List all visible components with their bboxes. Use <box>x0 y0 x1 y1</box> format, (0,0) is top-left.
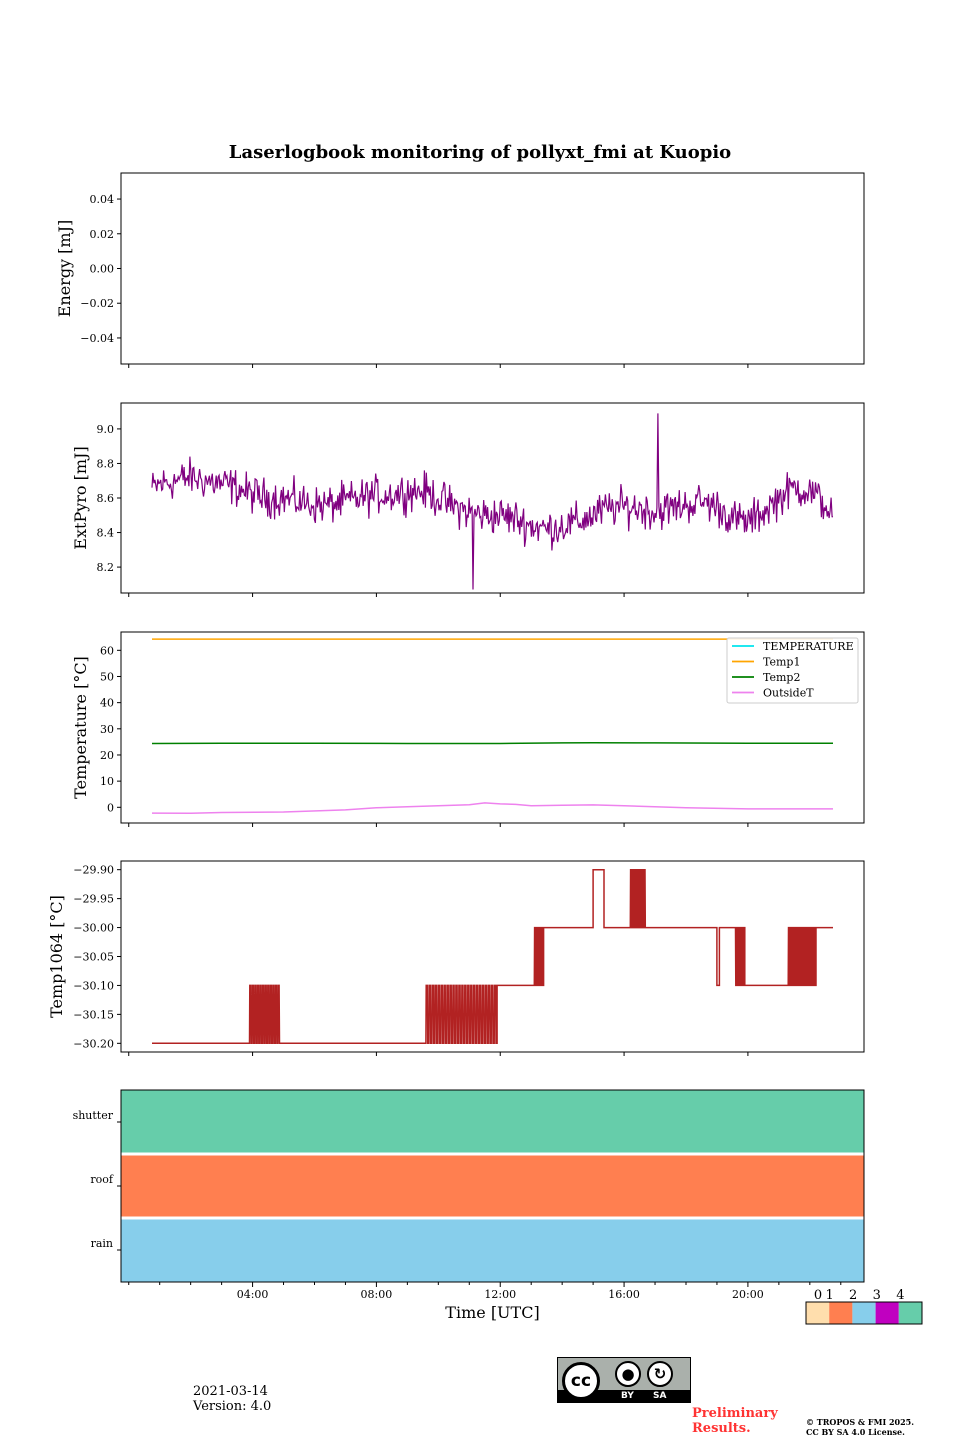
attribution-icon: ● <box>615 1361 641 1387</box>
y-tick-label: −30.00 <box>73 922 114 935</box>
y-axis-label: Temp1064 [°C] <box>47 895 66 1018</box>
plot-frame <box>120 402 865 594</box>
date-label: 2021-03-14 <box>193 1384 268 1399</box>
legend-label: Temp1 <box>763 656 800 669</box>
y-tick-label: 0.02 <box>90 228 115 241</box>
preliminary-note: Preliminary Results. <box>692 1406 778 1436</box>
colorbar-label: 2 <box>849 1288 857 1303</box>
x-tick-label: 08:00 <box>361 1288 393 1301</box>
temp1064-line <box>152 868 833 1045</box>
share-alike-icon: ↻ <box>647 1361 673 1387</box>
by-label: BY <box>621 1391 634 1401</box>
x-tick-label: 12:00 <box>484 1288 516 1301</box>
y-tick-label: 30 <box>100 723 114 736</box>
y-tick-label: 9.0 <box>97 423 115 436</box>
status-row-label: roof <box>90 1173 114 1186</box>
sa-label: SA <box>653 1391 667 1401</box>
y-tick-label: 60 <box>100 644 114 657</box>
plot-frame <box>120 1089 865 1283</box>
plot-frame <box>120 860 865 1053</box>
copyright-note: © TROPOS & FMI 2025. CC BY SA 4.0 Licens… <box>806 1417 915 1437</box>
status-row-shutter <box>121 1090 864 1154</box>
y-tick-label: 8.2 <box>97 561 115 574</box>
colorbar-cell <box>829 1302 853 1324</box>
y-tick-label: −30.20 <box>73 1037 114 1050</box>
temp2-line <box>151 741 833 745</box>
legend-box <box>726 637 859 704</box>
y-tick-label: 8.8 <box>97 457 115 470</box>
y-tick-label: 20 <box>100 749 114 762</box>
y-tick-label: 50 <box>100 670 114 683</box>
legend-label: Temp2 <box>763 671 800 684</box>
y-tick-label: 8.6 <box>97 492 115 505</box>
version-label: Version: 4.0 <box>193 1399 272 1414</box>
cc-license-badge: cc ● ↻ BY SA <box>557 1357 691 1403</box>
y-tick-label: 40 <box>100 697 114 710</box>
y-tick-label: 0 <box>107 801 114 814</box>
footer-info: 2021-03-14 Version: 4.0 <box>193 1384 271 1414</box>
colorbar-label: 0 <box>814 1288 822 1303</box>
y-tick-label: −29.90 <box>73 864 114 877</box>
y-axis-label: Temperature [°C] <box>71 656 90 799</box>
y-tick-label: −30.05 <box>73 951 114 964</box>
status-row-label: shutter <box>73 1109 114 1122</box>
y-axis-label: Energy [mJ] <box>55 220 74 318</box>
y-tick-label: 10 <box>100 775 114 788</box>
colorbar-cell <box>806 1302 830 1324</box>
colorbar-cell <box>898 1302 922 1324</box>
y-axis-label: ExtPyro [mJ] <box>71 446 90 549</box>
figure-title: Laserlogbook monitoring of pollyxt_fmi a… <box>229 142 731 163</box>
y-tick-label: −30.15 <box>73 1008 114 1021</box>
colorbar-label: 4 <box>896 1288 904 1303</box>
colorbar-frame <box>805 1301 923 1325</box>
x-tick-label: 04:00 <box>237 1288 269 1301</box>
x-tick-label: 20:00 <box>732 1288 764 1301</box>
y-tick-label: −0.04 <box>80 332 114 345</box>
plot-frame <box>120 631 865 824</box>
x-axis-label: Time [UTC] <box>445 1303 539 1322</box>
colorbar-label: 3 <box>873 1288 881 1303</box>
extpyro-line <box>151 413 834 590</box>
legend-label: TEMPERATURE <box>763 640 854 653</box>
y-tick-label: 8.4 <box>97 527 115 540</box>
y-tick-label: −29.95 <box>73 893 114 906</box>
outsidet-line <box>151 802 833 815</box>
cc-icon: cc <box>562 1362 600 1400</box>
colorbar-label: 1 <box>825 1288 833 1303</box>
y-tick-label: 0.04 <box>90 193 115 206</box>
status-row-label: rain <box>91 1237 113 1250</box>
legend-label: OutsideT <box>763 687 814 700</box>
status-row-roof <box>121 1154 864 1218</box>
y-tick-label: 0.00 <box>90 263 115 276</box>
plot-frame <box>120 172 865 365</box>
colorbar-cell <box>875 1302 899 1324</box>
y-tick-label: −0.02 <box>80 297 114 310</box>
colorbar-cell <box>852 1302 876 1324</box>
y-tick-label: −30.10 <box>73 979 114 992</box>
x-tick-label: 16:00 <box>608 1288 640 1301</box>
status-row-rain <box>121 1218 864 1282</box>
